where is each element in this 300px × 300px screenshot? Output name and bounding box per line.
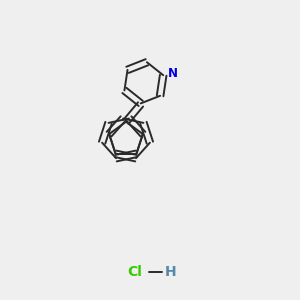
Text: N: N bbox=[167, 67, 177, 80]
Text: H: H bbox=[165, 265, 177, 278]
Text: Cl: Cl bbox=[128, 265, 142, 278]
